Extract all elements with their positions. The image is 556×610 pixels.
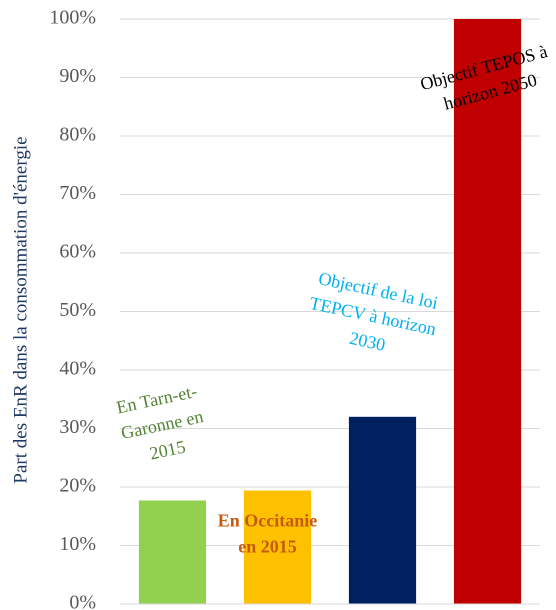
y-tick-label: 30% [59, 416, 96, 438]
y-tick-label: 100% [49, 7, 96, 29]
y-tick-label: 90% [59, 65, 96, 87]
bar [348, 416, 417, 604]
y-tick-label: 80% [59, 124, 96, 146]
y-tick-label: 0% [69, 592, 96, 610]
y-tick-label: 50% [59, 299, 96, 321]
bar [243, 490, 312, 604]
bar [138, 500, 207, 604]
annotation: en 2015 [238, 537, 297, 557]
y-tick-label: 20% [59, 475, 96, 497]
annotation: En Occitanie [218, 511, 318, 531]
annotation: 2030 [348, 328, 387, 355]
bar [453, 19, 522, 604]
annotation: 2015 [148, 437, 187, 464]
y-tick-label: 40% [59, 358, 96, 380]
y-tick-label: 60% [59, 241, 96, 263]
y-axis-label: Part des EnR dans la consommation d'éner… [10, 136, 31, 483]
y-tick-label: 70% [59, 182, 96, 204]
y-tick-label: 10% [59, 533, 96, 555]
